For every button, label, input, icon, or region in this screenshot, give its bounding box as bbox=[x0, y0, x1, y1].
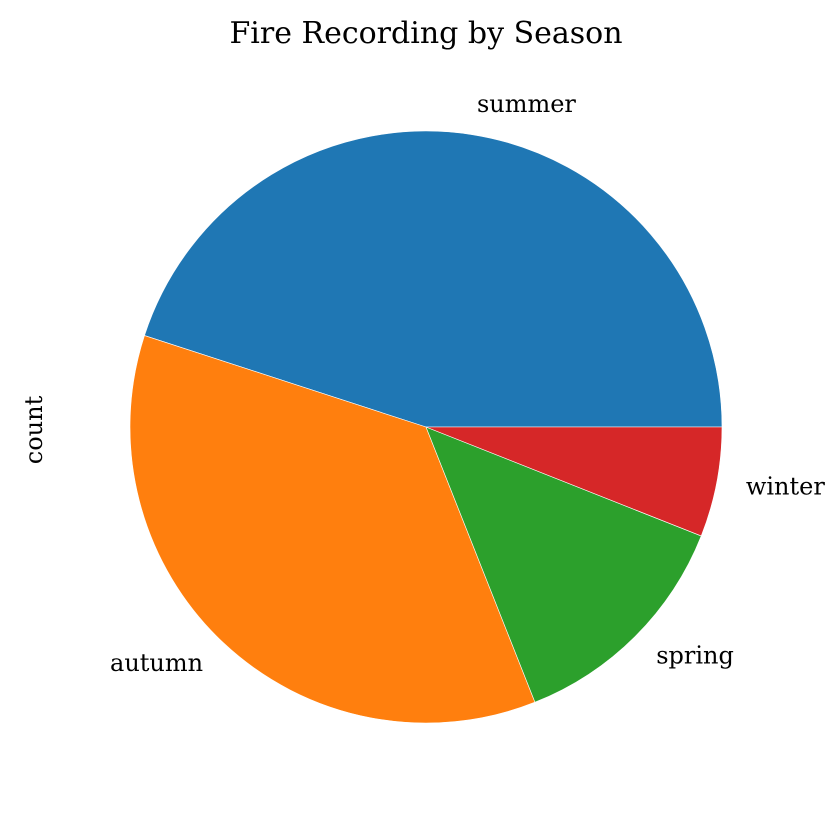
pie-label-summer: summer bbox=[477, 90, 576, 118]
pie-label-spring: spring bbox=[656, 642, 734, 670]
y-axis-label: count bbox=[20, 395, 48, 464]
pie-slice-spring bbox=[425, 426, 702, 703]
pie-label-autumn: autumn bbox=[110, 649, 203, 677]
chart-title: Fire Recording by Season bbox=[229, 16, 622, 51]
pie-slices bbox=[129, 130, 723, 724]
pie-slice-summer bbox=[144, 130, 723, 428]
pie-labels: summer autumn spring winter bbox=[110, 90, 825, 677]
pie-label-winter: winter bbox=[746, 473, 826, 501]
pie-slice-autumn bbox=[129, 335, 536, 724]
pie-slice-winter bbox=[425, 426, 723, 537]
